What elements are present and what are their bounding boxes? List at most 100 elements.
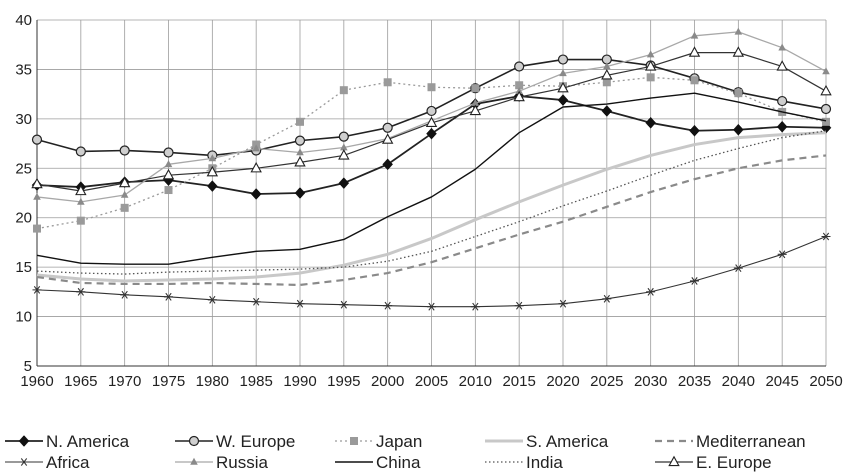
y-tick-label: 15 xyxy=(15,259,32,276)
data-point-n-america xyxy=(426,127,437,140)
series-china xyxy=(36,92,827,265)
data-point-russia xyxy=(471,98,480,106)
data-point-w-europe xyxy=(557,54,569,65)
data-point-n-america xyxy=(206,180,218,192)
y-tick-label: 5 xyxy=(24,358,32,375)
legend-label: N. America xyxy=(46,432,130,451)
data-point-w-europe xyxy=(777,95,788,107)
data-point-russia xyxy=(690,31,699,39)
data-point-e-europe xyxy=(425,116,438,127)
data-point-japan xyxy=(734,89,743,98)
x-tick-label: 1960 xyxy=(20,373,53,390)
data-point-e-europe xyxy=(601,69,613,80)
legend-label: W. Europe xyxy=(216,432,295,451)
legend-item-china: China xyxy=(335,453,421,472)
series-line-s-america xyxy=(36,131,827,283)
data-point-w-europe xyxy=(820,103,832,115)
data-point-russia xyxy=(559,69,567,77)
x-tick-label: 2040 xyxy=(722,373,755,390)
legend-item-russia: Russia xyxy=(175,453,269,472)
data-point-e-europe xyxy=(294,156,306,167)
data-point-e-europe xyxy=(820,84,832,96)
data-point-africa xyxy=(295,299,305,308)
data-point-africa xyxy=(76,287,86,296)
data-point-w-europe xyxy=(31,134,43,145)
legend-label: Mediterranean xyxy=(696,432,806,451)
series-mediterranean xyxy=(36,154,827,287)
series-line-india xyxy=(36,130,827,275)
data-point-japan xyxy=(602,78,611,87)
data-point-w-europe xyxy=(426,105,437,117)
data-point-n-america xyxy=(557,94,569,106)
x-tick-label: 2030 xyxy=(634,373,667,390)
legend-item-india: India xyxy=(485,453,563,472)
x-tick-label: 2025 xyxy=(590,373,623,390)
data-point-n-america xyxy=(601,105,613,117)
legend: N. America W. Europe Japan S. America Medite… xyxy=(5,432,806,472)
data-point-e-europe xyxy=(557,81,569,93)
data-point-russia xyxy=(252,144,260,152)
data-point-e-europe xyxy=(118,176,131,188)
y-tick-label: 40 xyxy=(15,12,32,29)
data-point-e-europe xyxy=(688,46,701,57)
data-point-w-europe xyxy=(382,122,393,133)
y-tick-label: 35 xyxy=(15,61,32,78)
series-india xyxy=(36,130,827,275)
data-point-russia xyxy=(120,190,129,198)
data-point-japan xyxy=(383,78,392,87)
legend-item-mediterranean: Mediterranean xyxy=(655,432,806,451)
legend-label: Japan xyxy=(376,432,422,451)
legend-swatch-marker xyxy=(350,437,358,445)
data-point-w-europe xyxy=(294,135,306,146)
data-point-japan xyxy=(646,73,655,82)
data-point-japan xyxy=(690,76,699,85)
data-point-africa xyxy=(251,297,261,306)
data-point-n-america xyxy=(776,120,788,133)
data-point-e-europe xyxy=(206,165,219,177)
data-point-n-america xyxy=(732,123,744,136)
data-point-africa xyxy=(427,302,436,311)
data-point-africa xyxy=(733,264,743,273)
y-tick-label: 20 xyxy=(15,210,32,227)
y-tick-label: 10 xyxy=(15,309,32,326)
data-point-w-europe xyxy=(514,61,525,72)
data-point-africa xyxy=(777,250,787,259)
y-tick-labels: 5 10 15 20 25 30 35 40 xyxy=(15,12,32,375)
data-point-e-europe xyxy=(732,46,745,57)
data-point-russia xyxy=(603,62,611,70)
data-point-japan xyxy=(296,117,304,126)
data-point-n-america xyxy=(294,187,306,199)
data-point-russia xyxy=(208,154,217,162)
legend-item-japan: Japan xyxy=(335,432,422,451)
data-point-russia xyxy=(164,160,173,168)
legend-swatch-marker xyxy=(668,455,680,467)
data-point-n-america xyxy=(382,158,394,171)
x-tick-label: 1970 xyxy=(108,373,141,390)
legend-label: Russia xyxy=(216,453,269,472)
x-tick-label: 2000 xyxy=(371,373,404,390)
data-point-africa xyxy=(164,292,173,301)
x-tick-label: 2050 xyxy=(809,373,842,390)
data-point-africa xyxy=(32,285,42,294)
data-point-w-europe xyxy=(75,146,86,157)
data-point-russia xyxy=(340,143,348,151)
x-tick-label: 2005 xyxy=(415,373,448,390)
data-point-e-europe xyxy=(381,133,394,144)
grid-lines xyxy=(36,19,827,367)
data-point-japan xyxy=(120,203,129,212)
x-tick-label: 2015 xyxy=(502,373,535,390)
data-point-e-europe xyxy=(338,149,350,160)
x-tick-label: 2045 xyxy=(765,373,798,390)
series-line-mediterranean xyxy=(36,154,827,287)
data-point-e-europe xyxy=(31,177,43,189)
data-point-n-america xyxy=(338,177,350,189)
data-point-russia xyxy=(77,197,85,205)
data-point-e-europe xyxy=(75,184,87,196)
data-point-russia xyxy=(646,50,655,58)
data-point-russia xyxy=(33,192,41,200)
legend-item-e-europe: E. Europe xyxy=(655,453,772,472)
data-point-w-europe xyxy=(163,147,174,158)
data-point-russia xyxy=(296,148,304,156)
data-point-e-europe xyxy=(776,60,788,71)
